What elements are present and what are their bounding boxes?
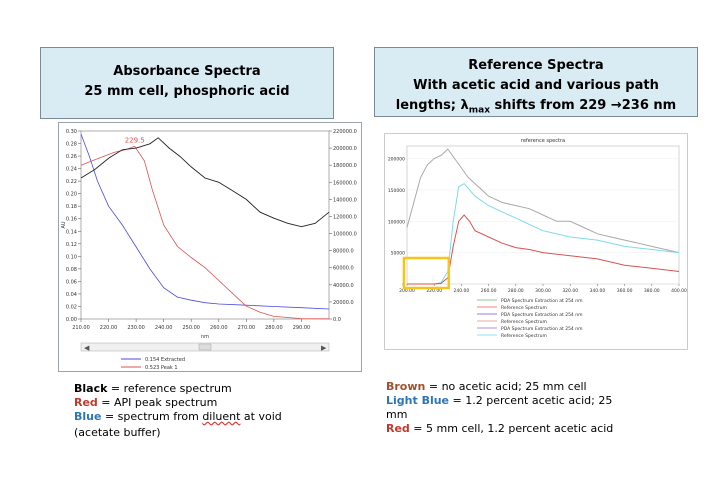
highlight-box [402,256,451,290]
y-tick-label: 0.20 [66,192,77,198]
y-tick-label: 0.22 [66,179,77,185]
series-line-red [80,145,330,320]
legend-label: PDA Spectrum Extraction at 254 nm [501,326,582,332]
left-color-key: Black = reference spectrum Red = API pea… [74,382,364,440]
y-tick-label: 0.14 [66,229,77,235]
absorbance-chart: 0.00 0.02 0.04 0.06 0.08 0.10 0.12 0.14 0.16 0.18… [61,129,357,371]
y2-tick-label: 140000.0 [333,197,357,203]
x-tick-label: 360.00 [617,288,633,294]
y-tick-label: 0.02 [66,304,77,310]
left-title-line2: 25 mm cell, phosphoric acid [84,84,290,99]
x-tick-label: 300.00 [535,288,551,294]
x-tick-label: 340.00 [590,288,606,294]
x-tick-label: 260.00 [481,288,497,294]
y-tick-label: 200000 [388,157,405,163]
key-blue-line2: (acetate buffer) [74,426,161,439]
scrollbar-thumb [198,343,212,351]
left-chart-title-box: Absorbance Spectra 25 mm cell, phosphori… [40,47,334,119]
y-tick-label: 0.08 [66,267,77,273]
key-red: Red = API peak spectrum [74,396,218,409]
y2-tick-label: 180000.0 [333,163,357,169]
series-line-black [80,137,330,228]
x-tick-label: 320.00 [562,288,578,294]
right-chart-panel: reference spectra 0 50000 100000 150000 20000… [384,133,688,350]
x-tick-label: 270.00 [238,325,256,331]
right-title-line3-sub: max [468,105,491,116]
legend-label: 0.523 Peak 1 [145,365,178,371]
series-line-red [407,214,680,285]
series-line-blue [80,133,330,310]
y-tick-label: 150000 [388,188,405,194]
key-lightblue-line2: mm [386,408,408,421]
x-tick-label: 200.00 [399,288,415,294]
legend-label: PDA Spectrum Extraction at 254 nm [501,298,582,304]
y2-tick-label: 120000.0 [333,214,357,220]
y-tick-label: 100000 [388,219,405,225]
x-axis-label: nm [201,334,209,340]
right-chart-title-box: Reference Spectra With acetic acid and v… [374,47,698,117]
right-color-key: Brown = no acetic acid; 25 mm cell Light… [386,380,686,436]
left-chart-panel: 0.00 0.02 0.04 0.06 0.08 0.10 0.12 0.14 0.16 0.18… [58,122,362,372]
key-red-right: Red = 5 mm cell, 1.2 percent acetic acid [386,422,614,435]
y-axis-label: AU [61,221,67,228]
x-tick-label: 240.00 [454,288,470,294]
scroll-right-arrow: ▶ [321,344,327,352]
y-tick-label: 0.28 [66,142,77,148]
right-title-line3-pre: lengths; λ [395,98,469,113]
right-title-line1: Reference Spectra [468,58,604,73]
y-tick-label: 50000 [391,251,405,257]
plot-frame [80,130,330,320]
key-brown: Brown = no acetic acid; 25 mm cell [386,380,587,393]
y-tick-label: 0.26 [66,154,77,160]
legend-label: PDA Spectrum Extraction at 254 nm [501,312,582,318]
y2-tick-label: 60000.0 [333,266,354,272]
y2-tick-label: 100000.0 [333,232,357,238]
y-tick-label: 0.10 [66,254,77,260]
y2-tick-label: 200000.0 [333,146,357,152]
right-title-line2: With acetic acid and various path [413,78,659,93]
y2-tick-label: 40000.0 [333,283,354,289]
y2-tick-label: 20000.0 [333,300,354,306]
x-tick-label: 380.00 [644,288,660,294]
y-tick-label: 0.18 [66,204,77,210]
y2-tick-label: 220000.0 [333,129,357,135]
y-tick-label: 0.16 [66,217,77,223]
legend-label: Reference Spectrum [501,319,547,325]
y-tick-label: 0.30 [66,129,77,135]
x-tick-label: 220.00 [100,325,118,331]
key-blue: Blue = spectrum from diluent at void [74,410,282,423]
y2-tick-label: 160000.0 [333,180,357,186]
series-line-brown [406,148,680,254]
left-title-line1: Absorbance Spectra [113,64,261,79]
right-title-line3-post: shifts from 229 →236 nm [490,98,677,113]
x-tick-label: 260.00 [210,325,228,331]
y-tick-label: 0.12 [66,242,77,248]
y-tick-label: 0.06 [66,279,77,285]
peak-label: 229.5 [125,136,145,144]
x-tick-label: 280.00 [265,325,283,331]
legend-label: Reference Spectrum [501,333,547,339]
y-tick-label: 0.04 [66,292,77,298]
right-title-line3: lengths; λmax shifts from 229 →236 nm [375,96,697,121]
x-tick-label: 400.00 [671,288,687,294]
y-tick-label: 0.24 [66,167,77,173]
chart-title: reference spectra [521,138,565,144]
x-tick-label: 280.00 [508,288,524,294]
x-tick-label: 230.00 [127,325,145,331]
x-tick-label: 220.00 [426,288,442,294]
key-black: Black = reference spectrum [74,382,232,395]
x-tick-label: 250.00 [182,325,200,331]
scroll-left-arrow: ◀ [84,344,90,352]
key-lightblue: Light Blue = 1.2 percent acetic acid; 25 [386,394,613,407]
legend-label: 0.154 Extracted [145,357,185,363]
reference-spectra-chart: reference spectra05000010000015000020000… [388,138,687,339]
x-tick-label: 240.00 [155,325,173,331]
y-tick-label: 0.00 [66,317,77,323]
legend-label: Reference Spectrum [501,305,547,311]
y2-tick-label: 0.0 [333,317,341,323]
x-tick-label: 210.00 [72,325,90,331]
x-tick-label: 290.00 [293,325,311,331]
y2-tick-label: 80000.0 [333,249,354,255]
